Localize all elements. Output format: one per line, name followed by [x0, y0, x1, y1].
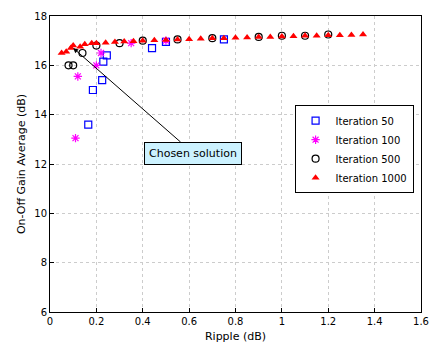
svg-text:Chosen solution: Chosen solution [149, 147, 237, 160]
svg-text:14: 14 [34, 109, 47, 120]
svg-text:0.2: 0.2 [88, 316, 104, 327]
svg-text:0.6: 0.6 [181, 316, 197, 327]
svg-text:Ripple (dB): Ripple (dB) [205, 330, 266, 343]
svg-text:16: 16 [34, 60, 47, 71]
svg-text:Iteration 500: Iteration 500 [336, 154, 401, 165]
svg-text:18: 18 [34, 11, 47, 22]
svg-text:Iteration 1000: Iteration 1000 [336, 173, 407, 184]
svg-text:Iteration 50: Iteration 50 [336, 116, 394, 127]
svg-text:On-Off Gain Average (dB): On-Off Gain Average (dB) [15, 94, 28, 234]
svg-text:6: 6 [41, 307, 47, 318]
svg-text:0.8: 0.8 [228, 316, 244, 327]
svg-text:0: 0 [47, 316, 53, 327]
svg-text:10: 10 [34, 208, 47, 219]
svg-text:8: 8 [41, 257, 47, 268]
svg-text:0.4: 0.4 [135, 316, 151, 327]
svg-text:1: 1 [279, 316, 285, 327]
svg-text:Iteration 100: Iteration 100 [336, 135, 401, 146]
svg-text:1.4: 1.4 [367, 316, 383, 327]
svg-text:12: 12 [34, 159, 47, 170]
svg-text:1.6: 1.6 [413, 316, 429, 327]
svg-text:1.2: 1.2 [320, 316, 336, 327]
